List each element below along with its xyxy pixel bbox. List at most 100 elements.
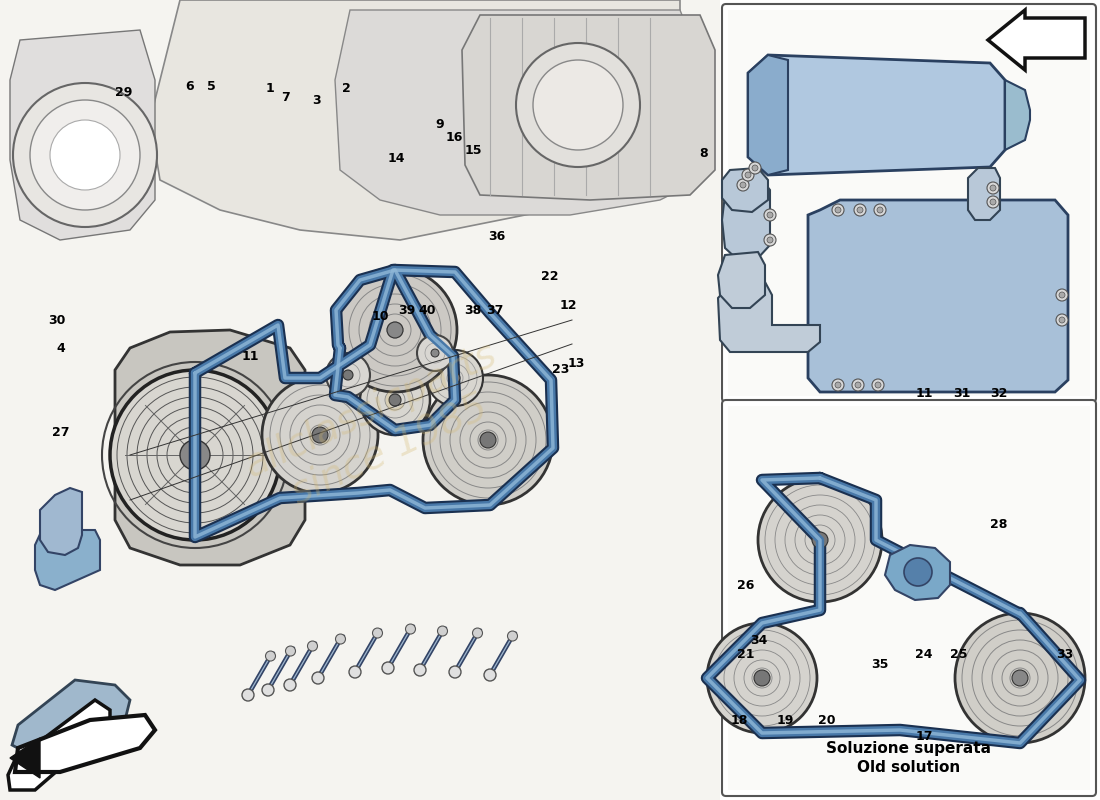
Circle shape: [110, 370, 280, 540]
Text: 31: 31: [953, 387, 970, 400]
Circle shape: [360, 365, 430, 435]
Text: 5: 5: [207, 80, 216, 93]
Polygon shape: [35, 530, 100, 590]
Circle shape: [414, 664, 426, 676]
Polygon shape: [116, 330, 305, 565]
Text: 17: 17: [915, 730, 933, 742]
Circle shape: [764, 209, 776, 221]
Polygon shape: [351, 629, 382, 676]
Circle shape: [832, 379, 844, 391]
Polygon shape: [886, 545, 950, 600]
Circle shape: [387, 322, 403, 338]
Circle shape: [438, 626, 448, 636]
Circle shape: [265, 651, 275, 661]
Circle shape: [312, 427, 328, 443]
Polygon shape: [722, 168, 768, 212]
Circle shape: [30, 100, 140, 210]
Circle shape: [904, 558, 932, 586]
Polygon shape: [15, 715, 155, 772]
Text: 1: 1: [265, 82, 274, 94]
Circle shape: [874, 382, 881, 388]
Circle shape: [13, 83, 157, 227]
Bar: [0, 0, 720, 800]
Circle shape: [262, 684, 274, 696]
Circle shape: [812, 532, 828, 548]
Circle shape: [417, 335, 453, 371]
Circle shape: [990, 185, 996, 191]
Polygon shape: [40, 488, 82, 555]
Circle shape: [1056, 289, 1068, 301]
Circle shape: [987, 196, 999, 208]
Polygon shape: [462, 15, 715, 200]
Circle shape: [180, 440, 210, 470]
Polygon shape: [10, 738, 40, 778]
Circle shape: [333, 268, 456, 392]
Polygon shape: [336, 10, 700, 215]
Text: 35: 35: [871, 658, 889, 670]
Circle shape: [872, 379, 884, 391]
Text: 39: 39: [398, 304, 416, 317]
FancyBboxPatch shape: [722, 400, 1096, 796]
Circle shape: [516, 43, 640, 167]
Circle shape: [1012, 670, 1028, 686]
Circle shape: [312, 672, 324, 684]
Circle shape: [758, 478, 882, 602]
Polygon shape: [416, 627, 447, 674]
Text: 20: 20: [818, 714, 836, 726]
Circle shape: [389, 394, 402, 406]
Circle shape: [449, 666, 461, 678]
Circle shape: [835, 382, 842, 388]
Text: 40: 40: [418, 304, 436, 317]
Circle shape: [336, 634, 345, 644]
Polygon shape: [384, 625, 415, 672]
Circle shape: [707, 623, 817, 733]
Circle shape: [742, 169, 754, 181]
Circle shape: [507, 631, 517, 641]
Circle shape: [855, 382, 861, 388]
Circle shape: [373, 628, 383, 638]
Circle shape: [262, 377, 378, 493]
Text: 19: 19: [777, 714, 794, 726]
Circle shape: [308, 641, 318, 651]
Text: 36: 36: [488, 230, 506, 242]
Circle shape: [990, 199, 996, 205]
Circle shape: [343, 370, 353, 380]
Polygon shape: [314, 635, 344, 682]
Circle shape: [382, 662, 394, 674]
Circle shape: [874, 204, 886, 216]
Circle shape: [424, 375, 553, 505]
Circle shape: [349, 666, 361, 678]
Text: 37: 37: [486, 304, 504, 317]
Text: allclassicparts
since 1985: allclassicparts since 1985: [239, 335, 521, 525]
Text: 3: 3: [312, 94, 321, 106]
Text: 22: 22: [541, 270, 559, 282]
Text: 38: 38: [464, 304, 482, 317]
Text: 34: 34: [750, 634, 768, 646]
Polygon shape: [968, 168, 1000, 220]
Circle shape: [740, 182, 746, 188]
Text: 27: 27: [52, 426, 69, 438]
Polygon shape: [264, 647, 295, 694]
Circle shape: [745, 172, 751, 178]
Polygon shape: [12, 680, 130, 760]
Text: 12: 12: [560, 299, 578, 312]
Polygon shape: [1005, 80, 1030, 150]
Polygon shape: [10, 30, 155, 240]
Text: 6: 6: [185, 80, 194, 93]
Circle shape: [857, 207, 864, 213]
Polygon shape: [748, 55, 788, 175]
Polygon shape: [150, 0, 680, 240]
Text: Soluzione superata: Soluzione superata: [826, 741, 991, 755]
Circle shape: [877, 207, 883, 213]
Text: 15: 15: [464, 144, 482, 157]
Polygon shape: [748, 55, 1005, 175]
Circle shape: [1059, 317, 1065, 323]
Text: 26: 26: [737, 579, 755, 592]
Polygon shape: [286, 642, 317, 689]
Text: 16: 16: [446, 131, 463, 144]
FancyBboxPatch shape: [722, 4, 1096, 402]
Polygon shape: [486, 632, 517, 679]
Polygon shape: [988, 10, 1085, 70]
Circle shape: [832, 204, 844, 216]
Circle shape: [737, 179, 749, 191]
